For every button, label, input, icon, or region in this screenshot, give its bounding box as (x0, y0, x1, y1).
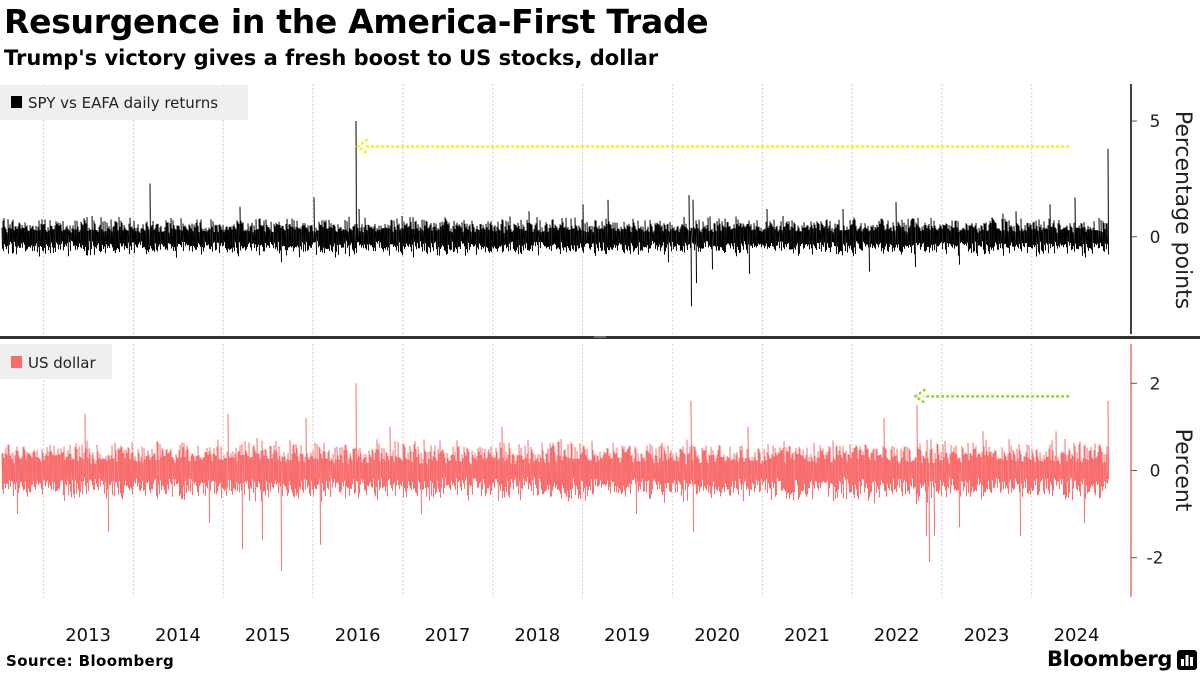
x-tick-label: 2013 (65, 625, 111, 646)
x-axis: 2013 2014 2015 2016 2017 2018 2019 2020 2021 2022… (65, 625, 1099, 646)
x-tick-label: 2017 (425, 625, 471, 646)
chart-subtitle: Trump's victory gives a fresh boost to U… (4, 46, 659, 70)
top-panel-series (1, 120, 1109, 307)
bottom-panel-y-axis: -2 0 2 (1130, 344, 1164, 597)
us-dollar-line (1, 383, 1109, 571)
y-tick-label: 5 (1150, 112, 1161, 132)
bottom-panel-series (1, 383, 1109, 571)
x-tick-label: 2019 (604, 625, 650, 646)
arrow-head (355, 138, 369, 155)
top-legend-label: SPY vs EAFA daily returns (28, 94, 218, 112)
bottom-legend-label: US dollar (28, 354, 96, 372)
y-tick-label: -2 (1147, 549, 1164, 569)
x-tick-label: 2022 (874, 625, 920, 646)
spy-vs-eafa-line (1, 120, 1109, 307)
bottom-legend-swatch (11, 356, 22, 368)
y-tick-label: 0 (1150, 462, 1161, 482)
top-panel-y-axis: 05 (1130, 84, 1161, 334)
x-tick-label: 2018 (514, 625, 560, 646)
x-tick-label: 2024 (1054, 625, 1100, 646)
x-tick-label: 2016 (335, 625, 381, 646)
x-tick-label: 2020 (694, 625, 740, 646)
bottom-y-axis-label: Percent (1170, 429, 1195, 512)
x-tick-label: 2015 (245, 625, 291, 646)
arrow-head (913, 388, 927, 405)
top-legend-box (0, 85, 248, 120)
x-tick-label: 2021 (784, 625, 830, 646)
brand-logo-icon (1177, 650, 1197, 670)
top-legend-swatch (11, 96, 22, 108)
bottom-panel-annotation-arrow (913, 388, 1070, 405)
top-panel-annotation-arrow (355, 138, 1070, 155)
gridlines (43, 84, 1033, 597)
top-y-axis-label: Percentage points (1170, 111, 1195, 309)
brand-wordmark: Bloomberg (1047, 647, 1173, 671)
source-note: Source: Bloomberg (6, 652, 175, 670)
y-tick-label: 2 (1150, 374, 1161, 394)
chart-title: Resurgence in the America-First Trade (4, 2, 709, 41)
y-tick-label: 0 (1150, 228, 1161, 248)
x-tick-label: 2014 (155, 625, 201, 646)
x-tick-label: 2023 (964, 625, 1010, 646)
